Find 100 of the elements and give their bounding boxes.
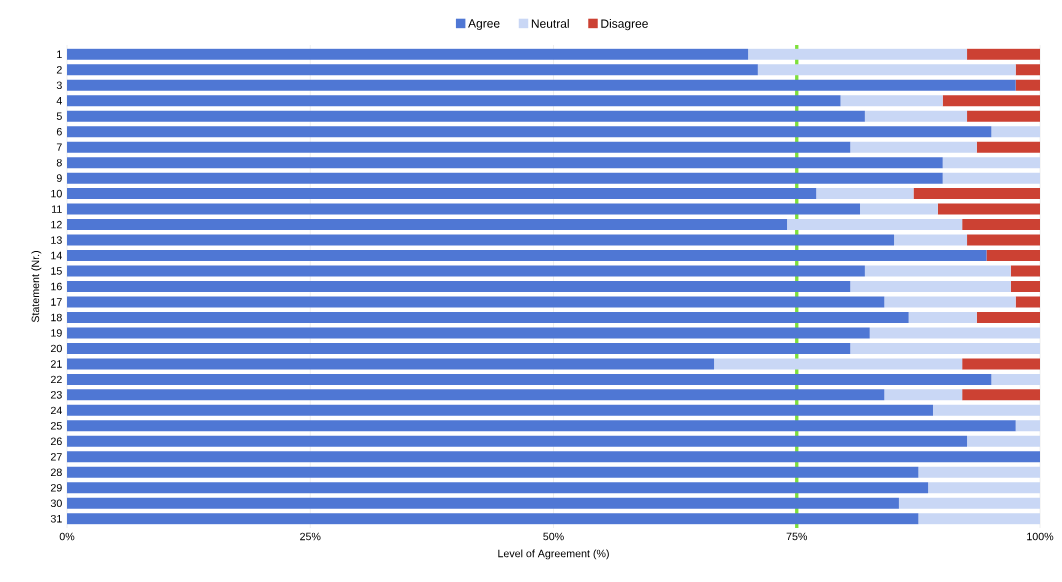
- bar: [67, 79, 1016, 91]
- y-tick-label: 14: [51, 251, 62, 260]
- y-tick-label: 5: [56, 112, 62, 120]
- y-tick-label: 27: [50, 453, 62, 461]
- bar: [67, 482, 929, 494]
- y-tick-label: 6: [56, 127, 62, 136]
- y-tick-label: 1: [57, 50, 62, 58]
- bar: [67, 420, 1016, 432]
- bar: [787, 219, 963, 231]
- bar: [67, 451, 1041, 463]
- x-axis-title: Level of Agreement (%): [498, 549, 609, 560]
- y-tick-label: 28: [50, 468, 62, 477]
- y-tick-label: 24: [50, 406, 62, 415]
- y-tick-label: 21: [50, 360, 62, 368]
- bar: [67, 188, 817, 200]
- y-tick-label: 8: [56, 158, 62, 167]
- bar: [67, 234, 895, 246]
- bar: [962, 389, 1041, 401]
- bar: [67, 435, 968, 447]
- y-tick-label: 30: [50, 499, 62, 508]
- bar: [850, 342, 1041, 354]
- y-tick-label: 20: [50, 344, 62, 353]
- bar: [67, 342, 851, 354]
- bar: [913, 188, 1041, 200]
- y-tick-label: 2: [56, 66, 62, 74]
- bar: [714, 358, 963, 370]
- bar: [884, 296, 1016, 308]
- bar: [991, 126, 1041, 138]
- y-tick-label: 15: [51, 267, 62, 275]
- bar: [976, 141, 1041, 153]
- bar: [976, 311, 1041, 323]
- bar: [1010, 281, 1041, 292]
- bar: [918, 466, 1041, 478]
- y-tick-label: 16: [51, 282, 62, 291]
- bar: [932, 404, 1041, 416]
- bar: [869, 327, 1041, 339]
- y-tick-label: 3: [56, 81, 62, 90]
- bar: [67, 250, 987, 262]
- bar: [962, 219, 1041, 231]
- bar: [67, 497, 899, 509]
- y-tick-label: 13: [51, 236, 62, 244]
- bar: [864, 110, 968, 122]
- bar: [67, 219, 788, 231]
- y-tick-label: 7: [56, 143, 62, 151]
- y-tick-label: 29: [50, 483, 62, 492]
- bar: [67, 110, 865, 122]
- bar: [67, 157, 943, 169]
- bar: [757, 64, 1016, 76]
- bar: [67, 64, 758, 76]
- y-axis-title: Statement (Nr.): [31, 251, 42, 323]
- bar: [840, 95, 943, 107]
- y-tick-label: 17: [51, 298, 62, 306]
- bar: [967, 110, 1041, 122]
- bar: [937, 203, 1041, 215]
- bar: [962, 358, 1041, 370]
- bar: [850, 141, 977, 153]
- bar: [67, 296, 885, 308]
- bar: [908, 311, 977, 323]
- y-tick-label: 22: [50, 375, 62, 384]
- y-tick-label: 4: [56, 97, 62, 105]
- bar: [67, 126, 992, 138]
- bar: [967, 48, 1041, 60]
- x-tick-label: 0%: [59, 532, 75, 541]
- y-tick-label: 19: [51, 329, 62, 337]
- bar: [67, 389, 885, 401]
- x-tick-label: 50%: [543, 532, 564, 541]
- bar: [898, 497, 1041, 509]
- bar: [816, 188, 914, 200]
- y-tick-label: 10: [51, 189, 62, 198]
- x-tick-label: 100%: [1027, 532, 1054, 541]
- bar: [67, 281, 851, 292]
- bar: [67, 48, 749, 60]
- bar: [67, 311, 909, 323]
- bar: [864, 265, 1011, 277]
- y-tick-label: 18: [51, 313, 62, 322]
- y-tick-label: 26: [50, 437, 62, 446]
- bar: [1015, 79, 1041, 91]
- legend-label: Disagree: [601, 19, 648, 31]
- bar: [967, 435, 1041, 447]
- bar: [986, 250, 1041, 262]
- bar: [1015, 64, 1041, 76]
- bar: [991, 373, 1041, 385]
- bar: [67, 327, 870, 339]
- bar: [942, 157, 1041, 169]
- bar: [967, 234, 1041, 246]
- bar: [67, 373, 992, 385]
- bar: [942, 95, 1041, 107]
- bar: [67, 358, 715, 370]
- bar: [1015, 420, 1041, 432]
- bar: [67, 95, 841, 107]
- x-tick-label: 75%: [786, 532, 808, 541]
- y-tick-label: 25: [50, 422, 62, 430]
- bar: [67, 265, 865, 277]
- bar: [67, 141, 851, 153]
- bar: [748, 48, 968, 60]
- bar: [67, 203, 861, 215]
- bar: [928, 482, 1041, 494]
- bar: [942, 172, 1041, 184]
- bar: [67, 172, 943, 184]
- bar: [1010, 265, 1041, 277]
